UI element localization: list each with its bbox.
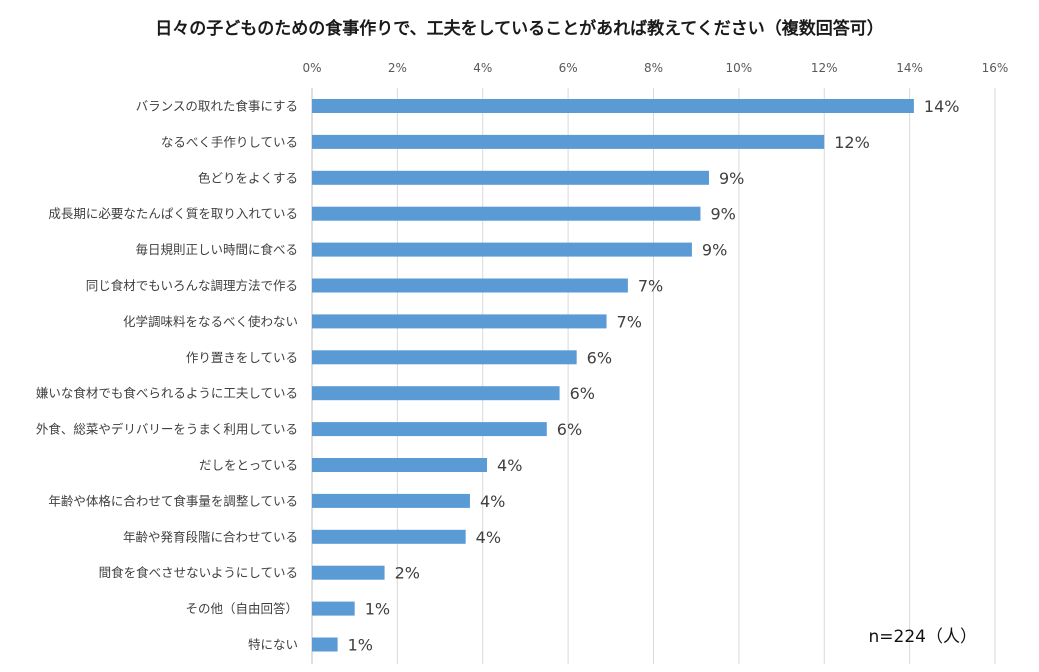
bar bbox=[312, 206, 701, 221]
bar bbox=[312, 386, 560, 401]
data-label: 1% bbox=[365, 600, 390, 619]
data-label: 7% bbox=[638, 277, 663, 296]
data-label: 6% bbox=[570, 384, 595, 403]
bar bbox=[312, 458, 488, 472]
bar bbox=[312, 350, 577, 365]
data-label: 9% bbox=[710, 205, 735, 224]
data-label: 9% bbox=[719, 169, 744, 188]
bar bbox=[312, 278, 628, 293]
x-tick-label: 8% bbox=[644, 61, 663, 75]
category-label: 毎日規則正しい時間に食べる bbox=[135, 242, 298, 257]
category-label: 外食、総菜やデリバリーをうまく利用している bbox=[36, 422, 298, 437]
bar bbox=[312, 529, 466, 544]
data-label: 4% bbox=[476, 528, 501, 547]
sample-size-note: n=224（人） bbox=[868, 627, 977, 647]
category-label: 同じ食材でもいろんな調理方法で作る bbox=[86, 278, 298, 293]
bar bbox=[312, 242, 692, 257]
x-tick-label: 10% bbox=[726, 61, 753, 75]
x-tick-label: 16% bbox=[982, 61, 1009, 75]
bar bbox=[312, 422, 547, 437]
bar bbox=[312, 134, 825, 149]
data-label: 6% bbox=[557, 420, 582, 439]
bar bbox=[312, 601, 355, 616]
x-tick-label: 0% bbox=[302, 61, 321, 75]
category-label: 特にない bbox=[248, 637, 298, 652]
data-label: 14% bbox=[924, 97, 960, 116]
bar bbox=[312, 637, 338, 652]
data-label: 1% bbox=[348, 636, 373, 655]
data-label: 4% bbox=[480, 492, 505, 511]
x-tick-label: 4% bbox=[473, 61, 492, 75]
category-label: 色どりをよくする bbox=[198, 170, 298, 185]
category-label: 年齢や発育段階に合わせている bbox=[123, 529, 298, 544]
category-label: 間食を食べさせないようにしている bbox=[99, 565, 298, 580]
data-label: 6% bbox=[587, 348, 612, 367]
category-label: バランスの取れた食事にする bbox=[136, 99, 298, 114]
category-label: 作り置きをしている bbox=[186, 350, 298, 365]
x-tick-label: 6% bbox=[559, 61, 578, 75]
data-label: 2% bbox=[395, 564, 420, 583]
x-tick-label: 14% bbox=[896, 61, 923, 75]
data-label: 12% bbox=[834, 133, 870, 152]
bar bbox=[312, 170, 709, 185]
category-label: だしをとっている bbox=[199, 458, 298, 473]
x-tick-label: 2% bbox=[388, 61, 407, 75]
category-label: なるべく手作りしている bbox=[161, 134, 298, 149]
bar bbox=[312, 99, 914, 113]
category-label: 化学調味料をなるべく使わない bbox=[123, 314, 298, 329]
category-label: 嫌いな食材でも食べられるように工夫している bbox=[36, 386, 298, 401]
chart-title: 日々の子どものための食事作りで、工夫をしていることがあれば教えてください（複数回… bbox=[155, 19, 884, 39]
category-label: 成長期に必要なたんぱく質を取り入れている bbox=[48, 206, 298, 221]
bar bbox=[312, 314, 607, 329]
x-tick-label: 12% bbox=[811, 61, 838, 75]
data-label: 9% bbox=[702, 241, 727, 260]
category-label: その他（自由回答） bbox=[185, 601, 298, 616]
data-label: 7% bbox=[617, 312, 642, 331]
data-label: 4% bbox=[497, 456, 522, 475]
category-label: 年齢や体格に合わせて食事量を調整している bbox=[48, 493, 298, 508]
bar bbox=[312, 565, 385, 580]
bar bbox=[312, 493, 470, 508]
